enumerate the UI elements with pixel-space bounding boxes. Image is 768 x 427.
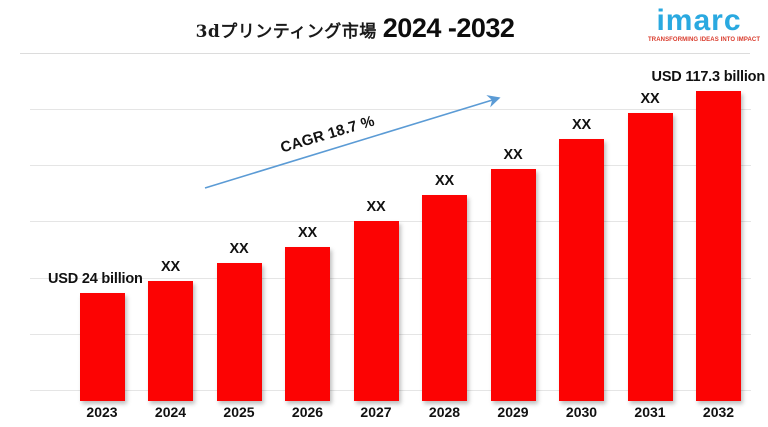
bar-2024 xyxy=(148,281,193,401)
year-label-2024: 2024 xyxy=(154,404,187,420)
year-label-2026: 2026 xyxy=(291,404,324,420)
bar-2023 xyxy=(79,293,125,401)
chart-title-market: 3dプリンティング市場 xyxy=(195,22,377,42)
imarc-wordmark: imarc xyxy=(656,4,742,37)
value-label-2024: XX xyxy=(161,259,180,275)
year-label-2025: 2025 xyxy=(223,404,255,420)
year-label-2030: 2030 xyxy=(565,404,598,420)
value-label-2029: XX xyxy=(503,147,523,163)
value-label-2027: XX xyxy=(366,199,386,215)
cagr-label: CAGR 18.7 % xyxy=(278,112,377,157)
value-label-2025: XX xyxy=(229,241,249,257)
header-divider xyxy=(20,53,750,54)
imarc-logo: imarc TRANSFORMING IDEAS INTO IMPACT xyxy=(648,4,761,44)
trend-arrow-line xyxy=(204,95,501,189)
bar-2031 xyxy=(627,113,673,401)
bar-2028 xyxy=(422,195,467,401)
year-label-2028: 2028 xyxy=(428,404,461,420)
year-label-2027: 2027 xyxy=(360,404,392,420)
imarc-tagline: TRANSFORMING IDEAS INTO IMPACT xyxy=(648,37,761,43)
bar-2030 xyxy=(559,139,604,401)
year-label-2031: 2031 xyxy=(634,404,666,420)
bar-2026 xyxy=(285,247,330,401)
bar-2025 xyxy=(216,263,262,401)
value-label-2031: XX xyxy=(640,91,660,107)
value-label-2028: XX xyxy=(435,173,454,189)
bar-2032 xyxy=(696,91,741,401)
value-label-2032: USD 117.3 billion xyxy=(651,69,766,85)
value-label-2023: USD 24 billion xyxy=(48,271,143,287)
year-label-2029: 2029 xyxy=(497,404,529,420)
value-label-2026: XX xyxy=(298,225,317,241)
bar-2027 xyxy=(353,221,399,401)
chart-title: 3dプリンティング市場 2024 -2032 xyxy=(0,13,710,44)
bar-2029 xyxy=(490,169,536,401)
year-label-2032: 2032 xyxy=(702,404,735,420)
value-label-2030: XX xyxy=(572,117,591,133)
chart-title-period: 2024 -2032 xyxy=(382,13,515,43)
year-label-2023: 2023 xyxy=(86,404,118,420)
gridline xyxy=(30,109,751,110)
